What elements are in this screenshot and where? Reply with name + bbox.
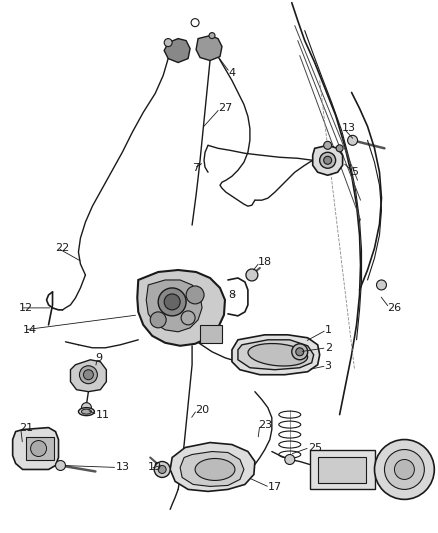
Text: 2: 2 [325, 343, 332, 353]
Circle shape [336, 145, 343, 152]
Circle shape [158, 465, 166, 473]
Text: 20: 20 [195, 405, 209, 415]
Circle shape [324, 156, 332, 164]
Text: 1: 1 [325, 325, 332, 335]
Ellipse shape [248, 344, 307, 366]
Text: 9: 9 [95, 353, 102, 363]
Polygon shape [232, 335, 320, 375]
Text: 5: 5 [352, 167, 359, 177]
Polygon shape [146, 280, 202, 332]
Text: 25: 25 [308, 442, 322, 453]
Circle shape [83, 370, 93, 379]
Circle shape [246, 269, 258, 281]
Polygon shape [170, 442, 255, 491]
Circle shape [164, 38, 172, 46]
Text: 26: 26 [388, 303, 402, 313]
Polygon shape [164, 38, 190, 62]
Text: 19: 19 [148, 463, 162, 472]
Circle shape [377, 280, 386, 290]
Bar [318, 456, 366, 483]
Text: 3: 3 [325, 361, 332, 371]
Text: 13: 13 [342, 123, 356, 133]
Circle shape [158, 288, 186, 316]
Text: 22: 22 [56, 243, 70, 253]
Bar [25, 437, 53, 461]
Text: 17: 17 [268, 482, 282, 492]
Ellipse shape [81, 409, 92, 414]
Text: 11: 11 [95, 410, 110, 419]
Circle shape [292, 344, 308, 360]
Circle shape [154, 462, 170, 478]
Ellipse shape [78, 408, 95, 416]
Polygon shape [137, 270, 225, 346]
Circle shape [186, 286, 204, 304]
Polygon shape [13, 427, 59, 470]
Bar [310, 449, 374, 489]
Circle shape [81, 402, 92, 413]
Text: 21: 21 [19, 423, 33, 433]
Circle shape [374, 440, 434, 499]
Circle shape [31, 441, 46, 456]
Circle shape [164, 294, 180, 310]
Text: 23: 23 [258, 419, 272, 430]
Circle shape [385, 449, 424, 489]
Circle shape [348, 135, 357, 146]
Polygon shape [180, 451, 244, 487]
Circle shape [181, 311, 195, 325]
Text: 13: 13 [115, 463, 129, 472]
Circle shape [56, 461, 66, 471]
Polygon shape [313, 146, 343, 175]
Text: 8: 8 [228, 290, 235, 300]
Text: 7: 7 [192, 163, 199, 173]
Bar [200, 325, 222, 343]
Text: 4: 4 [228, 68, 235, 77]
Polygon shape [71, 360, 106, 392]
Polygon shape [196, 36, 222, 61]
Circle shape [296, 348, 304, 356]
Text: 27: 27 [218, 103, 232, 114]
Circle shape [209, 33, 215, 38]
Circle shape [150, 312, 166, 328]
Circle shape [324, 141, 332, 149]
Polygon shape [238, 340, 314, 370]
Text: 12: 12 [19, 303, 33, 313]
Text: 14: 14 [23, 325, 37, 335]
Circle shape [395, 459, 414, 480]
Ellipse shape [195, 458, 235, 480]
Circle shape [285, 455, 295, 464]
Circle shape [191, 19, 199, 27]
Circle shape [79, 366, 97, 384]
Circle shape [320, 152, 336, 168]
Text: 18: 18 [258, 257, 272, 267]
